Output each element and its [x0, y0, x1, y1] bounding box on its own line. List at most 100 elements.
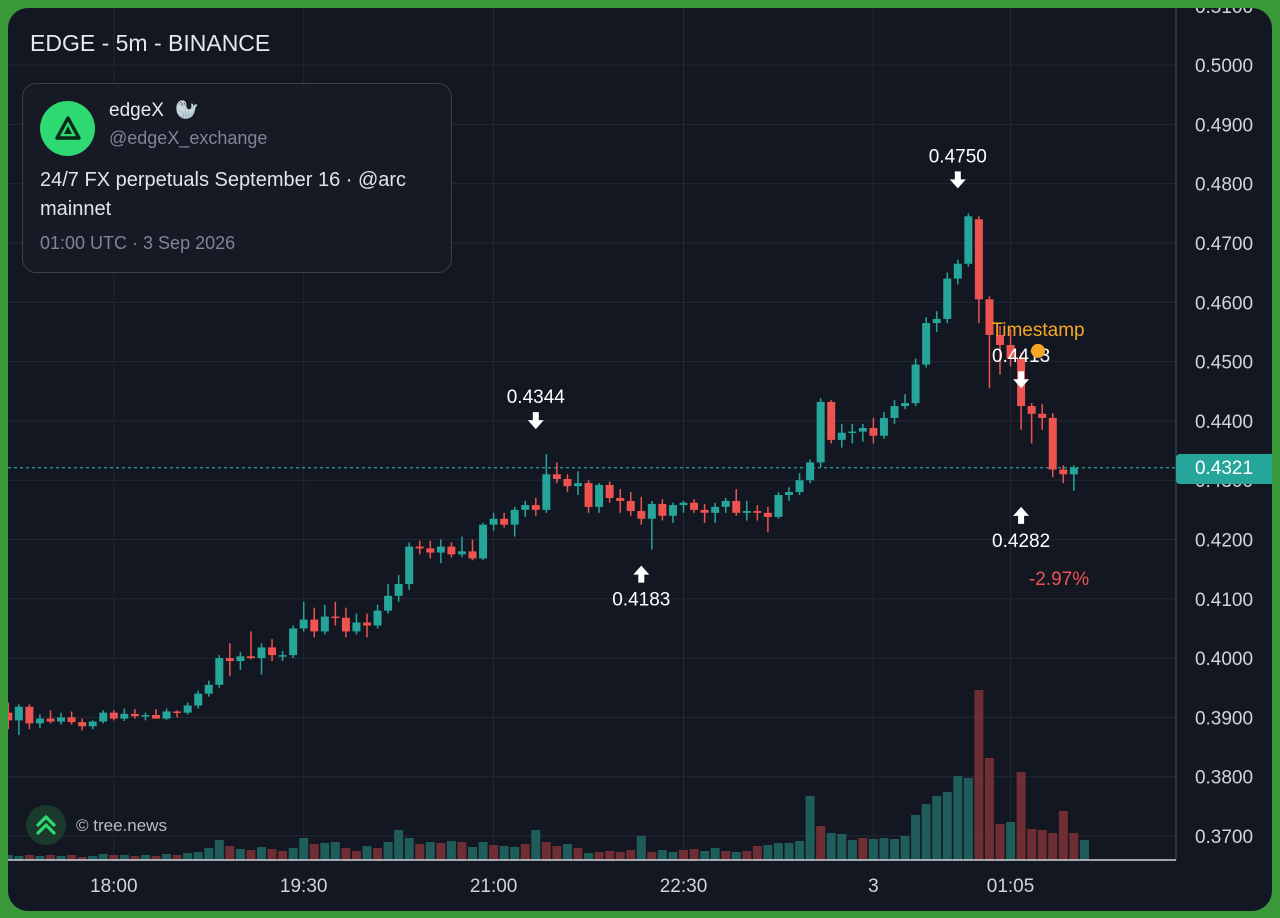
- candle-body: [563, 479, 572, 487]
- tweet-text: 24/7 FX perpetuals September 16 · @arc m…: [40, 169, 407, 220]
- candle-body: [953, 263, 962, 279]
- tweet-card[interactable]: edgeX 🦭 @edgeX_exchange 24/7 FX perpetua…: [22, 83, 452, 273]
- volume-bar: [626, 850, 636, 860]
- volume-bar: [868, 839, 878, 860]
- candle-body: [690, 502, 699, 510]
- axes: 0.5100 0.5000 0.4900 0.4800 0.4700 0.4600 0.45…: [8, 8, 1253, 897]
- volume-bar: [679, 850, 688, 860]
- volume-bar: [288, 848, 298, 860]
- tweet-author-handle: @edgeX_exchange: [109, 128, 268, 148]
- volume-bar: [1058, 811, 1068, 860]
- chart-title: EDGE - 5m - BINANCE: [30, 30, 271, 56]
- candle-body: [679, 502, 688, 506]
- volume-bar: [510, 847, 520, 860]
- volume-bar: [499, 846, 509, 860]
- volume-bar: [974, 690, 984, 860]
- candle-body: [848, 431, 857, 434]
- x-tick-label: 21:00: [470, 876, 518, 897]
- candle-body: [605, 484, 614, 498]
- volume-bar: [805, 796, 815, 860]
- candle-body: [500, 518, 509, 525]
- volume-bar: [151, 856, 161, 860]
- candle-body: [721, 500, 730, 507]
- candle-body: [1048, 417, 1057, 470]
- candle-body: [341, 617, 350, 632]
- candle-body: [236, 656, 245, 662]
- y-tick-label: 0.4200: [1195, 531, 1253, 552]
- price-chart[interactable]: 0.43440.41830.47500.44130.4282Timestamp-…: [8, 8, 1272, 911]
- candle-body: [616, 497, 625, 501]
- candle-body: [943, 278, 952, 319]
- candle-body: [246, 656, 255, 659]
- y-tick-label: 0.5100: [1195, 8, 1253, 18]
- volume-bar: [721, 851, 731, 860]
- volume-bar: [1048, 833, 1058, 860]
- timestamp-marker-dot: [1031, 343, 1045, 358]
- candle-body: [922, 323, 931, 365]
- volume-bar: [257, 847, 266, 860]
- candle-body: [479, 524, 488, 559]
- candle-body: [1006, 344, 1015, 359]
- volume-bar: [130, 856, 140, 860]
- volume-bar: [489, 845, 499, 860]
- candle-body: [626, 500, 635, 512]
- candle-body: [869, 428, 878, 436]
- candle-body: [78, 722, 87, 727]
- volume-bar: [562, 844, 572, 860]
- candle-body: [194, 693, 203, 706]
- candle-body: [67, 717, 76, 723]
- tweet-author-name: edgeX: [109, 100, 164, 121]
- volume-bar: [330, 842, 340, 860]
- candle-body: [1027, 406, 1036, 414]
- volume-bar: [531, 830, 541, 860]
- volume-bar: [14, 856, 24, 860]
- volume-bar: [394, 830, 404, 860]
- candle-body: [753, 511, 762, 513]
- tweet-timestamp: 01:00 UTC · 3 Sep 2026: [40, 233, 236, 253]
- arrow-down-icon: [949, 171, 966, 189]
- candle-body: [152, 715, 160, 719]
- volume-bar: [552, 846, 562, 860]
- volume-bar: [278, 851, 288, 860]
- price-change-label: -2.97%: [1029, 569, 1089, 590]
- candle-body: [996, 334, 1004, 345]
- volume-bar: [320, 843, 330, 860]
- volume-bar: [246, 850, 256, 860]
- candle-body: [299, 619, 308, 629]
- candle-body: [363, 622, 371, 626]
- volume-bar: [24, 855, 34, 860]
- candle-body: [742, 511, 751, 513]
- volume-bar: [77, 857, 87, 860]
- volume-bar: [911, 815, 921, 860]
- y-tick-label: 0.4500: [1195, 353, 1253, 374]
- volume-bar: [468, 847, 477, 860]
- candle-body: [521, 505, 530, 510]
- volume-bar: [636, 836, 646, 860]
- candle-body: [932, 318, 941, 324]
- volume-bar: [1016, 772, 1026, 860]
- volume-bar: [478, 842, 488, 860]
- arrow-down-icon: [527, 412, 544, 430]
- x-tick-label: 22:30: [660, 876, 708, 897]
- x-tick-label: 19:30: [280, 876, 328, 897]
- volume-bar: [98, 854, 108, 860]
- volume-bar: [657, 850, 667, 860]
- volume-bar: [162, 854, 172, 860]
- candle-body: [795, 480, 804, 493]
- candle-body: [436, 546, 445, 553]
- candle-body: [141, 715, 150, 717]
- y-tick-label: 0.4600: [1195, 293, 1253, 314]
- candle-body: [88, 721, 97, 727]
- candle-body: [711, 506, 720, 513]
- candle-body: [574, 483, 582, 487]
- candle-body: [447, 546, 456, 555]
- volume-bar: [647, 852, 657, 860]
- candle-body: [130, 713, 139, 717]
- tree-news-logo-icon: [26, 805, 66, 845]
- timestamp-marker-label: Timestamp: [991, 320, 1084, 341]
- volume-bar: [193, 852, 203, 860]
- y-tick-label: 0.4900: [1195, 115, 1253, 136]
- candle-body: [911, 364, 920, 404]
- y-tick-label: 0.4700: [1195, 234, 1253, 255]
- volume-bar: [858, 838, 868, 860]
